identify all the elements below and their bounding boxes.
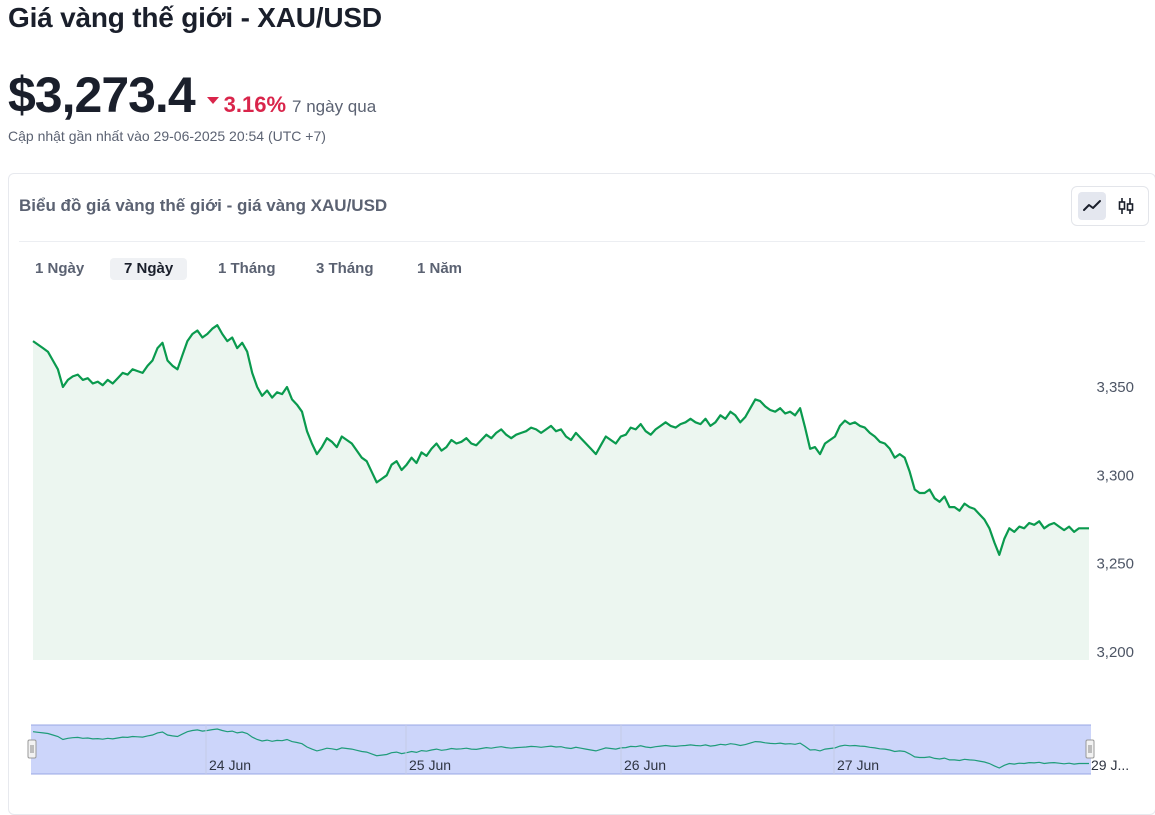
- y-tick-label: 3,250: [1096, 556, 1134, 573]
- price-summary: $3,273.4 3.16% 7 ngày qua: [8, 66, 376, 124]
- card-divider: [19, 241, 1145, 242]
- change-percent: 3.16%: [223, 92, 287, 117]
- y-tick-label: 3,350: [1096, 379, 1134, 396]
- page-title: Giá vàng thế giới - XAU/USD: [8, 2, 382, 33]
- line-chart-icon: [1083, 200, 1101, 211]
- line-chart-button[interactable]: [1078, 192, 1106, 220]
- y-tick-label: 3,300: [1096, 467, 1134, 484]
- price-line: [32, 324, 1089, 556]
- candlestick-button[interactable]: [1112, 192, 1140, 220]
- chart-title: Biểu đồ giá vàng thế giới - giá vàng XAU…: [19, 196, 388, 215]
- navigator-date-label: 26 Jun: [624, 757, 666, 773]
- candlestick-icon: [1118, 198, 1134, 214]
- caret-down-icon: [206, 97, 219, 104]
- last-updated: Cập nhật gần nhất vào 29-06-2025 20:54 (…: [8, 128, 326, 144]
- navigator-line: [32, 728, 1089, 769]
- navigator-date-label: 24 Jun: [209, 757, 251, 773]
- navigator-date-label: 25 Jun: [409, 757, 451, 773]
- navigator-right-handle[interactable]: [1085, 739, 1095, 759]
- tab-1-month[interactable]: 1 Tháng: [218, 260, 276, 277]
- navigator-window[interactable]: [31, 725, 1091, 774]
- tab-3-months[interactable]: 3 Tháng: [316, 260, 374, 277]
- tab-1-year[interactable]: 1 Năm: [417, 260, 463, 277]
- tab-7-days[interactable]: 7 Ngày: [110, 258, 188, 280]
- price-chart[interactable]: 3,350 3,300 3,250 3,200 24 Jun 25 Jun 26 Jun 2…: [0, 0, 1155, 791]
- y-tick-label: 3,200: [1096, 644, 1134, 661]
- tab-1-day[interactable]: 1 Ngày: [35, 260, 85, 277]
- current-price: $3,273.4: [8, 67, 196, 123]
- navigator-date-label: 29 J...: [1091, 757, 1129, 773]
- chart-style-toggle: [1071, 186, 1149, 226]
- change-period: 7 ngày qua: [292, 97, 377, 116]
- navigator-date-label: 27 Jun: [837, 757, 879, 773]
- navigator-left-handle[interactable]: [27, 739, 37, 759]
- price-area: [33, 325, 1089, 660]
